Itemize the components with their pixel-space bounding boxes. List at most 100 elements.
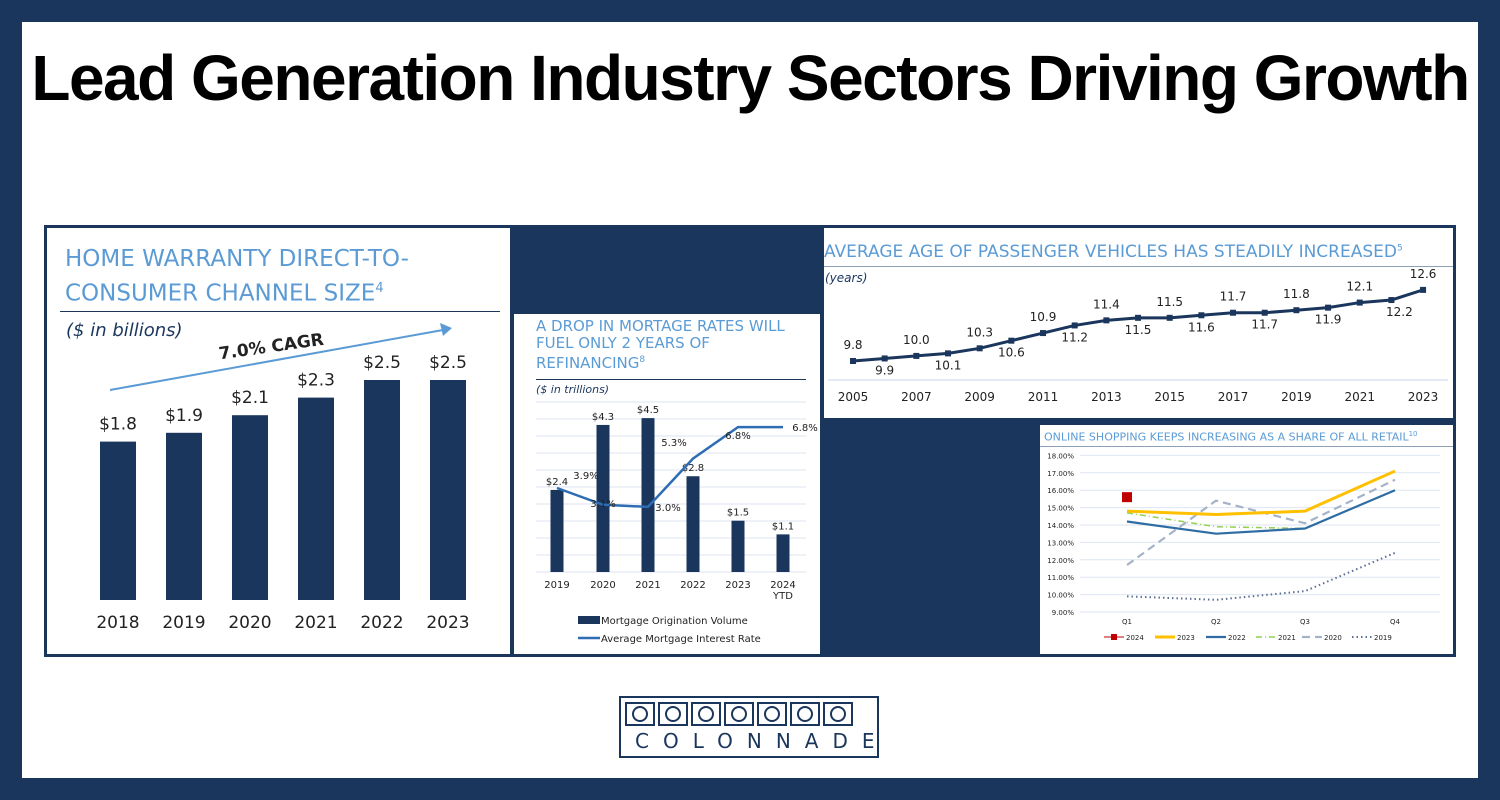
data-point (1230, 309, 1237, 316)
cagr-arrow (109, 329, 444, 391)
rate-data-label: 3.1% (590, 499, 615, 510)
data-label: 9.9 (875, 363, 894, 377)
legend-label: 2021 (1278, 634, 1296, 642)
x-tick-label: 2019 (1281, 390, 1312, 404)
x-tick-label: Q1 (1122, 618, 1132, 626)
x-tick-label: 2013 (1091, 390, 1122, 404)
y-tick-label: 18.00% (1047, 452, 1074, 460)
bar (364, 380, 400, 600)
data-label: 11.5 (1125, 323, 1152, 337)
data-label: 12.6 (1410, 267, 1437, 281)
x-tick-label: Q3 (1300, 618, 1310, 626)
data-point (1388, 297, 1395, 304)
mortgage-title: A DROP IN MORTAGE RATES WILL FUEL ONLY 2… (536, 317, 785, 372)
divider (1040, 446, 1453, 447)
bar (731, 520, 745, 572)
data-point (1103, 317, 1110, 324)
data-label: 10.3 (966, 325, 993, 339)
logo-text: COLONNADE (635, 729, 889, 753)
bar (430, 380, 466, 600)
vehicle-age-title: AVERAGE AGE OF PASSENGER VEHICLES HAS ST… (824, 242, 1403, 262)
data-point (1261, 309, 1268, 316)
data-point (1198, 312, 1205, 319)
title-text: Lead Generation Industry Sectors Driving… (31, 42, 1470, 114)
data-point (1040, 330, 1047, 337)
legend-label: Mortgage Origination Volume (601, 616, 748, 627)
data-point (1071, 322, 1078, 329)
data-point (1356, 299, 1363, 306)
data-label: $2.5 (429, 353, 467, 373)
x-tick-label: 2024 (770, 580, 795, 591)
panel-mortgage (514, 314, 820, 654)
legend-label: 2022 (1228, 634, 1246, 642)
bar (100, 441, 136, 600)
data-label: 11.9 (1315, 313, 1342, 327)
legend-swatch (1111, 634, 1117, 640)
data-label: $2.1 (231, 388, 269, 408)
bar-data-label: $2.8 (682, 463, 704, 474)
bar (596, 424, 610, 572)
rate-data-label: 6.8% (725, 431, 750, 442)
cagr-label: 7.0% CAGR (218, 330, 326, 365)
y-tick-label: 17.00% (1047, 470, 1074, 478)
bar-data-label: $4.3 (592, 412, 614, 423)
data-label: 11.4 (1093, 297, 1120, 311)
series-line-2021 (1126, 489, 1396, 530)
series-point-2024 (1122, 492, 1132, 503)
series-line-2022 (1126, 489, 1396, 535)
panel-vehicle-age (824, 228, 1453, 418)
unit-label: ($ in billions) (66, 320, 183, 341)
x-tick-label: 2019 (162, 613, 205, 633)
bar-data-label: $1.1 (772, 521, 794, 532)
x-tick-label: 2011 (1028, 390, 1059, 404)
legend-bar-swatch (578, 616, 600, 624)
x-tick-label: 2005 (838, 390, 869, 404)
data-point (945, 350, 952, 357)
bar (298, 397, 334, 600)
bar (641, 418, 655, 572)
x-tick-label: 2023 (725, 580, 750, 591)
rate-data-label: 3.9% (573, 471, 598, 482)
divider (536, 379, 806, 380)
bar (550, 489, 564, 572)
x-tick-label: 2018 (96, 613, 139, 633)
x-tick-label: Q2 (1211, 618, 1221, 626)
bar (232, 415, 268, 600)
x-tick-label: 2020 (590, 580, 615, 591)
data-label: 9.8 (843, 338, 862, 352)
colonnade-logo: COLONNADE (619, 696, 879, 758)
legend-label: 2024 (1126, 634, 1144, 642)
rate-data-label: 6.8% (792, 423, 817, 434)
rate-data-label: 5.3% (661, 438, 686, 449)
y-tick-label: 11.00% (1047, 574, 1074, 582)
x-tick-label: 2022 (360, 613, 403, 633)
data-point (1293, 307, 1300, 314)
legend-label: 2023 (1177, 634, 1195, 642)
data-label: $1.8 (99, 415, 137, 435)
data-point (913, 352, 920, 359)
y-tick-label: 13.00% (1047, 539, 1074, 547)
data-point (1420, 286, 1427, 293)
x-tick-label: Q4 (1390, 618, 1401, 626)
divider (824, 266, 1453, 267)
x-tick-label: 2023 (1408, 390, 1439, 404)
x-tick-label: 2015 (1154, 390, 1185, 404)
arrow-head-icon (440, 323, 452, 336)
x-tick-label: 2021 (1344, 390, 1375, 404)
data-point (1008, 337, 1015, 344)
y-tick-label: 14.00% (1047, 522, 1074, 530)
home-warranty-title: HOME WARRANTY DIRECT-TO-CONSUMER CHANNEL… (65, 246, 409, 307)
data-label: 11.5 (1156, 295, 1183, 309)
data-label: 10.0 (903, 333, 930, 347)
bar (686, 476, 700, 572)
data-label: $1.9 (165, 406, 203, 426)
x-tick-label: 2021 (294, 613, 337, 633)
y-tick-label: 16.00% (1047, 487, 1074, 495)
series-line-2023 (1126, 469, 1396, 517)
bar-data-label: $2.4 (546, 477, 568, 488)
online-shopping-title: ONLINE SHOPPING KEEPS INCREASING AS A SH… (1044, 430, 1418, 444)
x-tick-label: 2009 (964, 390, 995, 404)
data-point (881, 355, 888, 362)
page-title: Lead Generation Industry Sectors Driving… (0, 38, 1500, 118)
